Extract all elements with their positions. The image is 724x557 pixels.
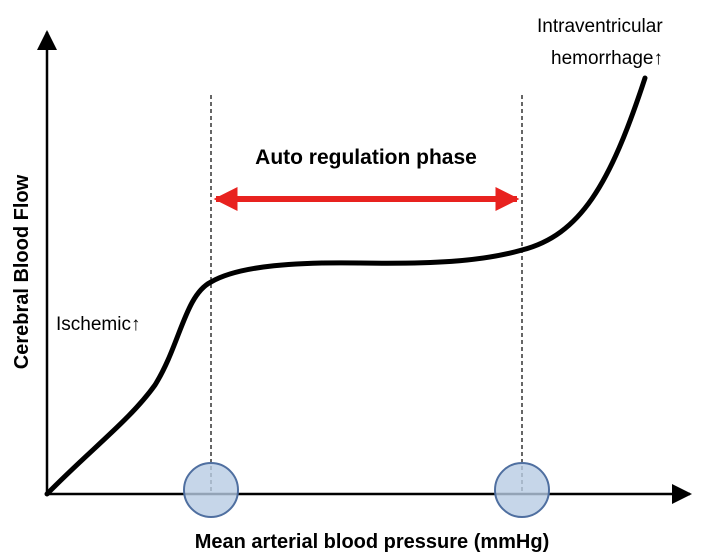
phase-label: Auto regulation phase xyxy=(255,146,477,169)
left-annotation: Ischemic↑ xyxy=(56,314,140,335)
lower-limit-marker xyxy=(183,462,239,518)
x-axis-label: Mean arterial blood pressure (mmHg) xyxy=(195,531,550,553)
right-annotation-line: Intraventricular xyxy=(537,16,663,37)
upper-limit-marker xyxy=(494,462,550,518)
y-axis-label: Cerebral Blood Flow xyxy=(11,174,33,369)
flow-curve xyxy=(44,75,648,497)
right-annotation-line: hemorrhage↑ xyxy=(551,48,663,69)
